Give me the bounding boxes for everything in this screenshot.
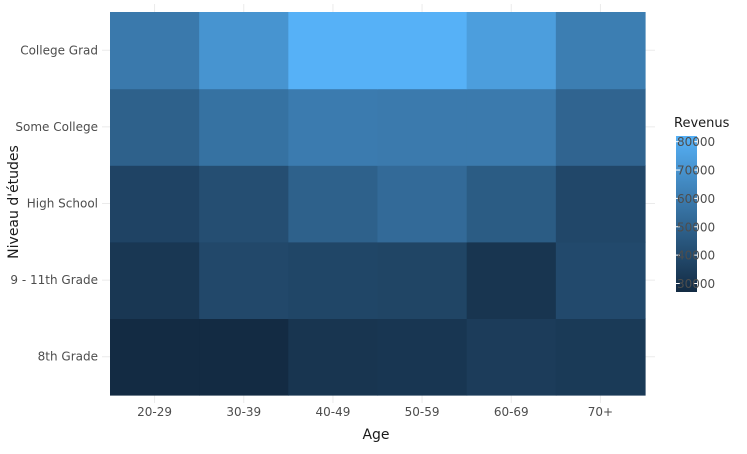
heatmap-cell bbox=[288, 12, 379, 90]
x-axis-ticks: 20-29 30-39 40-49 50-59 60-69 70+ bbox=[137, 405, 613, 419]
heatmap-cell bbox=[199, 165, 289, 243]
color-legend: Revenus 30000 40000 50000 60000 70000 80000 bbox=[674, 116, 730, 292]
y-axis-ticks: 8th Grade 9 - 11th Grade High School Some C… bbox=[10, 43, 98, 363]
heatmap-cell bbox=[199, 241, 289, 319]
heatmap-cell bbox=[288, 318, 379, 396]
heatmap-cell bbox=[199, 12, 289, 90]
heatmap-cell bbox=[555, 165, 646, 243]
x-tick-label: 20-29 bbox=[137, 405, 172, 419]
y-axis-title: Niveau d'études bbox=[6, 145, 22, 259]
x-axis-title: Age bbox=[362, 427, 389, 443]
heatmap-cells bbox=[110, 12, 646, 396]
legend-tick-label: 80000 bbox=[677, 135, 715, 149]
y-tick-label: Some College bbox=[15, 120, 98, 134]
x-tick-label: 30-39 bbox=[226, 405, 261, 419]
legend-tick-label: 30000 bbox=[677, 277, 715, 291]
y-tick-label: 9 - 11th Grade bbox=[10, 273, 98, 287]
legend-tick-label: 70000 bbox=[677, 164, 715, 178]
heatmap-cell bbox=[288, 241, 379, 319]
legend-title: Revenus bbox=[674, 116, 730, 131]
y-tick-label: High School bbox=[27, 197, 98, 211]
legend-ticks: 30000 40000 50000 60000 70000 80000 bbox=[676, 135, 715, 291]
x-tick-label: 50-59 bbox=[405, 405, 440, 419]
heatmap-cell bbox=[377, 165, 468, 243]
legend-color-bar bbox=[676, 136, 697, 292]
heatmap-cell bbox=[377, 88, 468, 166]
x-tick-label: 70+ bbox=[588, 405, 613, 419]
y-tick-label: 8th Grade bbox=[38, 350, 98, 364]
heatmap-cell bbox=[110, 12, 200, 90]
legend-tick-label: 40000 bbox=[677, 249, 715, 263]
x-tick-label: 60-69 bbox=[494, 405, 529, 419]
y-tick-label: College Grad bbox=[20, 43, 98, 57]
heatmap-cell bbox=[199, 88, 289, 166]
heatmap-cell bbox=[466, 318, 557, 396]
heatmap-cell bbox=[466, 165, 557, 243]
heatmap-cell bbox=[377, 12, 468, 90]
heatmap-cell bbox=[466, 88, 557, 166]
heatmap-cell bbox=[555, 241, 646, 319]
heatmap-cell bbox=[555, 318, 646, 396]
heatmap-cell bbox=[288, 88, 379, 166]
heatmap-cell bbox=[288, 165, 379, 243]
heatmap-cell bbox=[466, 241, 557, 319]
legend-tick-label: 60000 bbox=[677, 192, 715, 206]
heatmap-cell bbox=[555, 88, 646, 166]
heatmap-cell bbox=[199, 318, 289, 396]
heatmap-cell bbox=[377, 241, 468, 319]
heatmap-cell bbox=[555, 12, 646, 90]
heatmap-cell bbox=[110, 88, 200, 166]
legend-tick-label: 50000 bbox=[677, 220, 715, 234]
heatmap-cell bbox=[110, 165, 200, 243]
heatmap-cell bbox=[110, 318, 200, 396]
heatmap-cell bbox=[110, 241, 200, 319]
heatmap-cell bbox=[377, 318, 468, 396]
heatmap-cell bbox=[466, 12, 557, 90]
x-tick-label: 40-49 bbox=[315, 405, 350, 419]
